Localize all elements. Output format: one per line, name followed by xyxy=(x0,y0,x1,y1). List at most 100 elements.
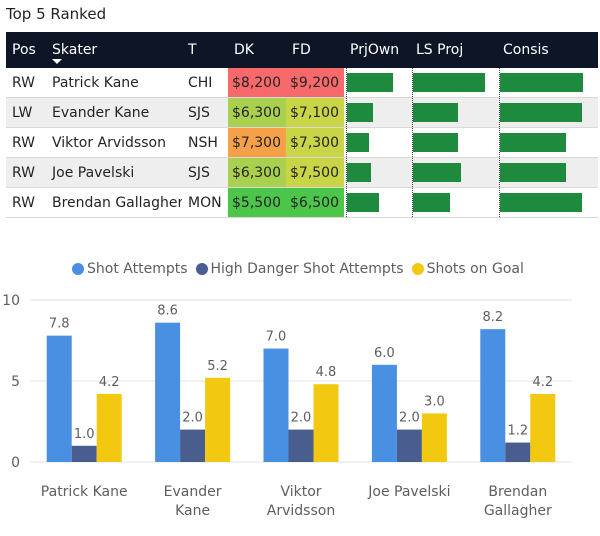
legend-label: Shots on Goal xyxy=(426,261,524,277)
prj-own-bar xyxy=(347,133,369,152)
cell-consis-bar xyxy=(497,127,598,158)
prj-own-bar xyxy=(347,103,373,122)
data-label: 5.2 xyxy=(207,359,228,374)
bar-high-danger-shot-attempts xyxy=(180,429,206,462)
ranking-table: Pos Skater T DK FD PrjOwn LS Proj Consis… xyxy=(6,32,598,218)
chart-legend: Shot Attempts High Danger Shot Attempts Sh… xyxy=(72,261,524,277)
legend-label: Shot Attempts xyxy=(87,261,188,277)
bar-shot-attempts xyxy=(371,364,397,462)
bar-axis-line xyxy=(412,158,413,187)
cell-fd-salary: $9,200 xyxy=(286,68,344,98)
legend-label: High Danger Shot Attempts xyxy=(210,261,404,277)
cell-lsproj-bar xyxy=(410,68,497,98)
table-row[interactable]: RW Brendan Gallagher MON $5,500 $6,500 xyxy=(6,187,598,218)
cell-fd-salary: $6,500 xyxy=(286,187,344,218)
prj-own-bar xyxy=(347,163,371,182)
col-header-dk[interactable]: DK xyxy=(228,32,286,68)
ls-proj-bar xyxy=(413,193,450,212)
legend-item[interactable]: Shot Attempts xyxy=(72,261,188,277)
col-header-team[interactable]: T xyxy=(182,32,228,68)
bar-axis-line xyxy=(346,158,347,187)
bar-shots-on-goal xyxy=(421,413,447,462)
x-category-label: Brendan xyxy=(488,484,547,500)
cell-dk-salary: $7,300 xyxy=(228,127,286,158)
cell-team: CHI xyxy=(182,68,228,98)
cell-prjown-bar xyxy=(344,157,410,188)
consis-bar xyxy=(500,103,582,122)
data-label: 2.0 xyxy=(291,411,312,426)
table-row[interactable]: RW Joe Pavelski SJS $6,300 $7,500 xyxy=(6,157,598,188)
bar-shots-on-goal xyxy=(530,393,556,462)
bar-axis-line xyxy=(346,188,347,217)
legend-dot-icon xyxy=(195,263,208,275)
bar-axis-line xyxy=(499,188,500,217)
consis-bar xyxy=(500,133,566,152)
cell-team: SJS xyxy=(182,157,228,188)
cell-lsproj-bar xyxy=(410,187,497,218)
cell-team: SJS xyxy=(182,97,228,128)
cell-pos: RW xyxy=(6,187,46,218)
cell-fd-salary: $7,100 xyxy=(286,97,344,128)
bar-axis-line xyxy=(412,68,413,97)
cell-pos: RW xyxy=(6,157,46,188)
cell-lsproj-bar xyxy=(410,127,497,158)
bar-shot-attempts xyxy=(155,322,181,462)
bar-high-danger-shot-attempts xyxy=(505,442,531,462)
bar-axis-line xyxy=(499,68,500,97)
bar-high-danger-shot-attempts xyxy=(71,445,97,462)
cell-dk-salary: $8,200 xyxy=(228,68,286,98)
col-header-skater-label: Skater xyxy=(52,42,98,58)
bar-high-danger-shot-attempts xyxy=(288,429,314,462)
ls-proj-bar xyxy=(413,163,461,182)
data-label: 1.2 xyxy=(507,424,528,439)
cell-lsproj-bar xyxy=(410,157,497,188)
data-label: 7.0 xyxy=(266,330,287,345)
col-header-skater[interactable]: Skater xyxy=(46,32,182,68)
bar-shot-attempts xyxy=(480,329,506,462)
table-row[interactable]: RW Patrick Kane CHI $8,200 $9,200 xyxy=(6,68,598,98)
data-label: 4.2 xyxy=(532,375,553,390)
table-row[interactable]: LW Evander Kane SJS $6,300 $7,100 xyxy=(6,97,598,128)
cell-prjown-bar xyxy=(344,187,410,218)
data-label: 8.2 xyxy=(482,310,503,325)
consis-bar xyxy=(500,73,583,92)
bar-axis-line xyxy=(412,128,413,157)
bar-axis-line xyxy=(346,128,347,157)
bar-chart: 0 5 10 7.8 1.0 4.2 Patrick Kane 8.6 2.0 5.2 Evande… xyxy=(2,293,572,519)
cell-fd-salary: $7,300 xyxy=(286,127,344,158)
bar-axis-line xyxy=(346,68,347,97)
bar-axis-line xyxy=(412,98,413,127)
col-header-consis[interactable]: Consis xyxy=(497,32,598,68)
cell-prjown-bar xyxy=(344,127,410,158)
data-label: 8.6 xyxy=(157,304,178,319)
cell-team: MON xyxy=(182,187,228,218)
col-header-lsproj[interactable]: LS Proj xyxy=(410,32,497,68)
prj-own-bar xyxy=(347,193,379,212)
page-title: Top 5 Ranked xyxy=(6,5,107,23)
col-header-prjown[interactable]: PrjOwn xyxy=(344,32,410,68)
x-category-label: Joe Pavelski xyxy=(367,484,450,500)
bar-axis-line xyxy=(499,128,500,157)
cell-skater: Patrick Kane xyxy=(46,68,182,98)
data-label: 3.0 xyxy=(424,394,445,409)
bar-axis-line xyxy=(412,188,413,217)
consis-bar xyxy=(500,163,566,182)
bar-high-danger-shot-attempts xyxy=(396,429,422,462)
data-label: 2.0 xyxy=(399,411,420,426)
cell-pos: LW xyxy=(6,97,46,128)
cell-consis-bar xyxy=(497,97,598,128)
x-category-label: Evander xyxy=(164,484,222,500)
legend-item[interactable]: Shots on Goal xyxy=(411,261,524,277)
ls-proj-bar xyxy=(413,133,458,152)
bar-shot-attempts xyxy=(263,348,289,462)
cell-dk-salary: $5,500 xyxy=(228,187,286,218)
data-label: 7.8 xyxy=(49,317,70,332)
x-category-label: Arvidsson xyxy=(267,503,335,519)
table-row[interactable]: RW Viktor Arvidsson NSH $7,300 $7,300 xyxy=(6,127,598,158)
col-header-pos[interactable]: Pos xyxy=(6,32,46,68)
legend-item[interactable]: High Danger Shot Attempts xyxy=(195,261,404,277)
cell-consis-bar xyxy=(497,157,598,188)
sort-descending-icon[interactable] xyxy=(52,59,62,64)
data-label: 4.8 xyxy=(316,365,337,380)
col-header-fd[interactable]: FD xyxy=(286,32,344,68)
